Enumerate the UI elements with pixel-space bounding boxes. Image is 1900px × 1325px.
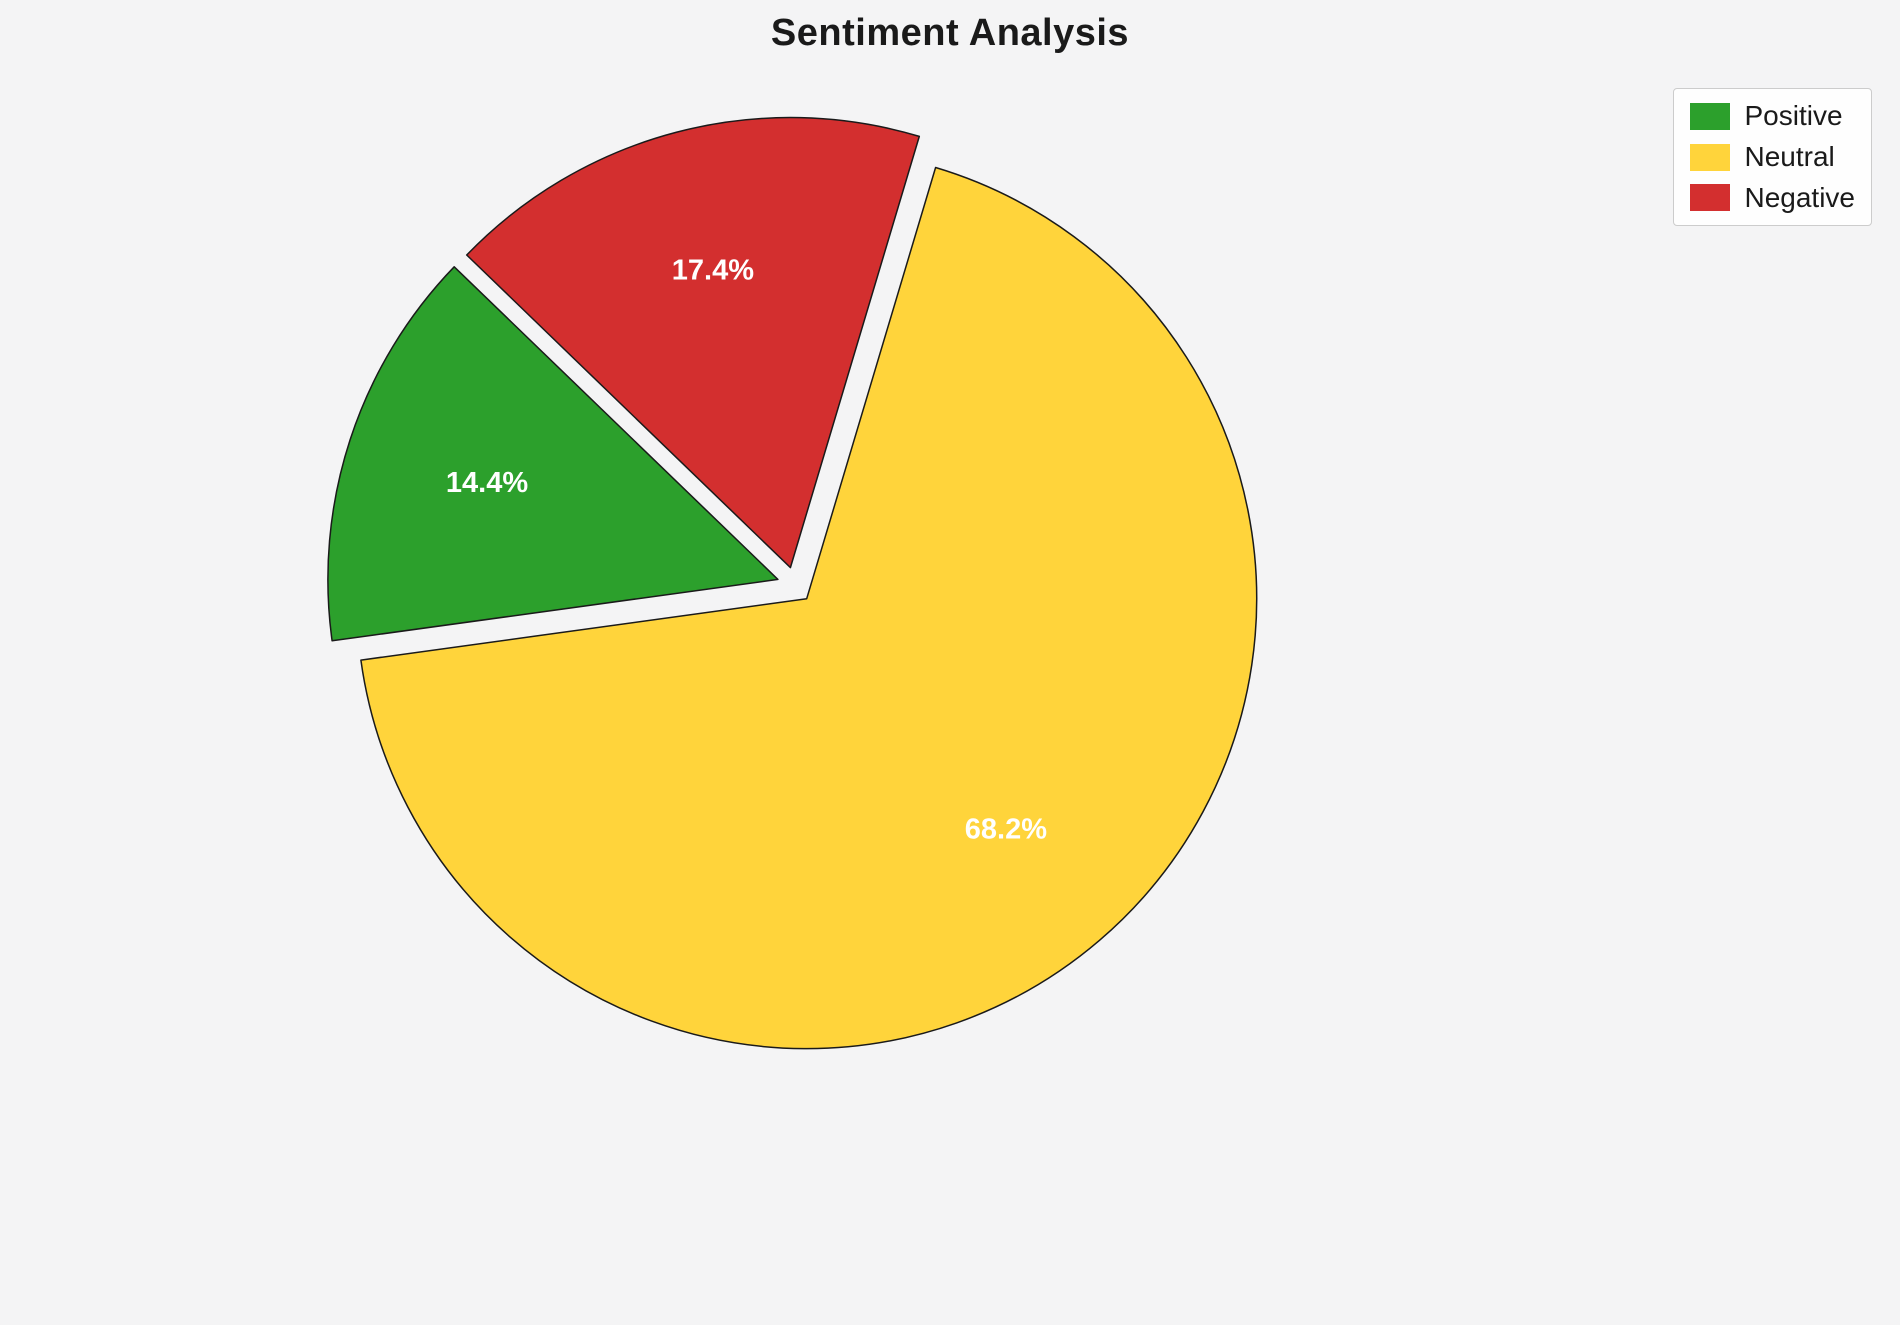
slice-percent-label-negative: 17.4% <box>672 254 754 286</box>
legend-item-positive: Positive <box>1690 100 1855 132</box>
legend-item-neutral: Neutral <box>1690 140 1855 173</box>
legend-item-negative: Negative <box>1690 181 1855 214</box>
legend-label-positive: Positive <box>1744 100 1843 131</box>
pie-slice-negative <box>465 116 921 569</box>
legend-label-negative: Negative <box>1744 181 1855 213</box>
legend: Positive Neutral Negative <box>1673 88 1872 227</box>
slice-percent-label-positive: 14.4% <box>446 467 528 499</box>
legend-swatch-positive-icon <box>1690 102 1731 130</box>
slice-percent-label-neutral: 68.2% <box>965 814 1047 846</box>
pie-slice-positive <box>327 266 779 642</box>
legend-label-neutral: Neutral <box>1744 140 1835 172</box>
chart-title: Sentiment Analysis <box>770 12 1130 54</box>
legend-swatch-negative-icon <box>1690 184 1731 212</box>
pie-slice-neutral <box>360 166 1258 1050</box>
legend-swatch-neutral-icon <box>1690 143 1731 171</box>
